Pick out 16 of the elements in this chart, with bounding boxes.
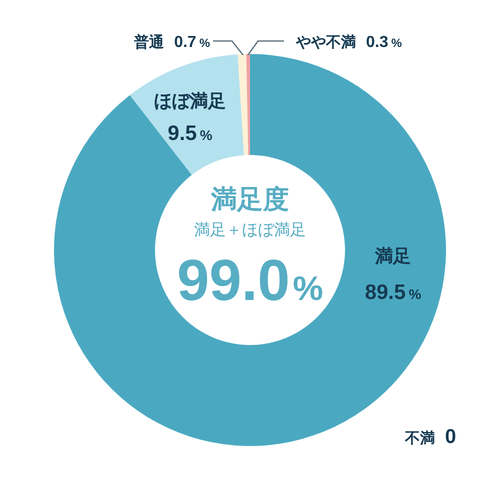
donut-slice xyxy=(238,54,248,156)
donut-slice xyxy=(246,54,250,156)
data-label: 89.5% xyxy=(364,281,422,304)
slice-label: ほぼ満足 xyxy=(154,91,226,111)
text: 0 xyxy=(445,426,456,448)
category-label: 不満 xyxy=(405,430,435,447)
slice-label: やや不満 xyxy=(295,34,356,51)
text: 満足度 xyxy=(210,184,289,214)
donut-slice xyxy=(54,54,446,446)
slice-label: 普通 xyxy=(133,33,166,51)
data-label: 9.5% xyxy=(168,122,213,145)
data-label: 0.7% xyxy=(174,34,210,51)
data-label: 0.3% xyxy=(366,34,402,51)
slice-label: 満足 xyxy=(374,246,411,266)
text: 99.0% xyxy=(176,248,324,313)
text: 満足＋ほぼ満足 xyxy=(194,221,306,239)
